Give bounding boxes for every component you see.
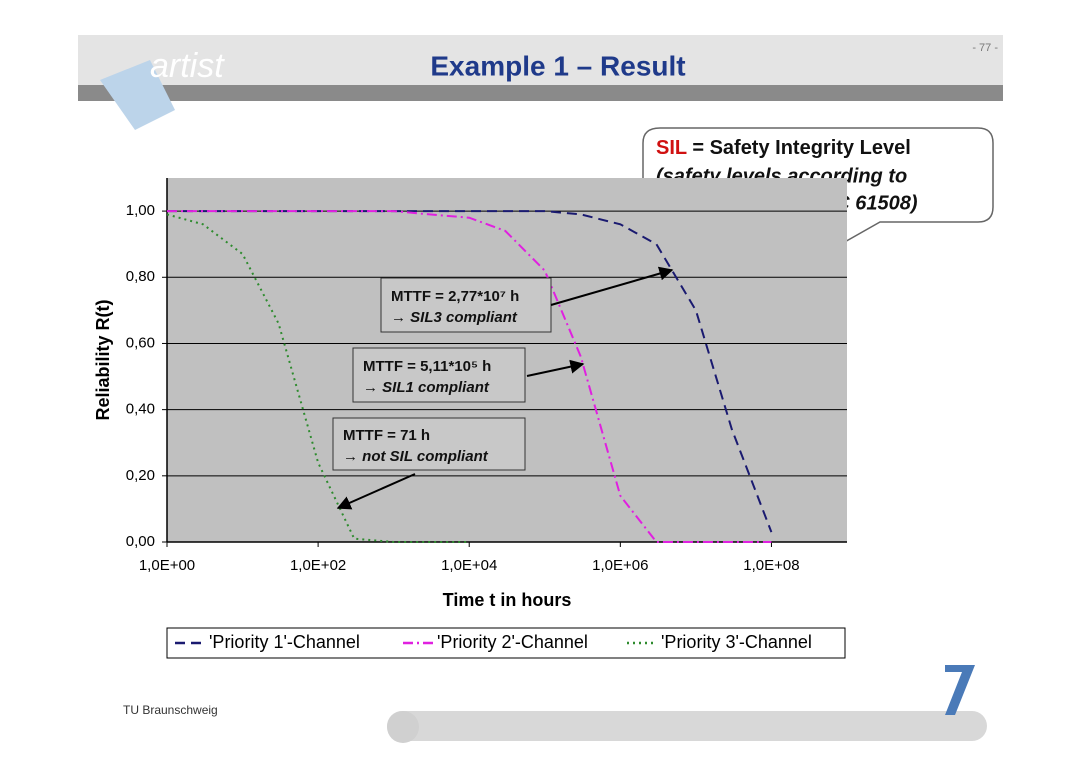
- y-tick-label: 0,40: [126, 401, 155, 418]
- annotation-text: MTTF = 5,11*10⁵ h: [363, 358, 491, 375]
- y-tick-label: 0,60: [126, 334, 155, 351]
- y-tick-label: 0,20: [126, 467, 155, 484]
- marks: [166, 210, 773, 543]
- x-tick-label: 1,0E+08: [743, 557, 799, 574]
- y-tick-label: 0,00: [126, 533, 155, 550]
- annotation-text: MTTF = 2,77*10⁷ h: [391, 288, 519, 305]
- annotation-box: [380, 277, 552, 333]
- annotation-text: → not SIL compliant: [343, 448, 489, 465]
- header-band: [78, 85, 1003, 101]
- y-tick-label: 1,00: [126, 202, 155, 219]
- annotation: MTTF = 2,77*10⁷ h → SIL3 compliant MTTF …: [332, 266, 674, 510]
- x-tick-label: 1,0E+06: [592, 557, 648, 574]
- series-line: [167, 210, 773, 533]
- slide-title: Example 1 – Result: [430, 50, 685, 81]
- annotation-box: [352, 347, 526, 403]
- legend-items: 'Priority 1'-Channel 'Priority 2'-Channel…: [175, 632, 812, 652]
- logo-shape: [100, 60, 175, 130]
- annotation-text: MTTF = 71 h: [343, 427, 430, 444]
- y-axis-title: Reliability R(t): [93, 299, 113, 420]
- footer-cap: [387, 711, 419, 743]
- header-bar: [78, 35, 1003, 85]
- x-tick-label: 1,0E+02: [290, 557, 346, 574]
- logo: artist: [150, 47, 225, 85]
- legend-label: 'Priority 2'-Channel: [437, 632, 588, 652]
- annotation-text: → SIL1 compliant: [363, 379, 490, 396]
- legend-label: 'Priority 3'-Channel: [661, 632, 812, 652]
- x-tick-label: 1,0E+00: [139, 557, 195, 574]
- footer-bar: [387, 711, 987, 741]
- page-number: - 77 -: [972, 42, 998, 54]
- legend: [166, 627, 846, 659]
- fp7-logo: [945, 665, 975, 715]
- arrow: [336, 473, 416, 510]
- y-tick-label: 0,80: [126, 268, 155, 285]
- footer: TU Braunschweig: [123, 703, 218, 717]
- annotation-box: [332, 417, 526, 471]
- legend-label: 'Priority 1'-Channel: [209, 632, 360, 652]
- series-line: [166, 213, 470, 543]
- series-line: [167, 210, 772, 543]
- x-axis-title: Time t in hours: [443, 590, 572, 610]
- x-tick-label: 1,0E+04: [441, 557, 497, 574]
- annotation-text: → SIL3 compliant: [391, 309, 518, 326]
- callout-title: SIL = Safety Integrity Level: [656, 137, 911, 159]
- arrow: [526, 359, 585, 377]
- arrow: [550, 266, 674, 306]
